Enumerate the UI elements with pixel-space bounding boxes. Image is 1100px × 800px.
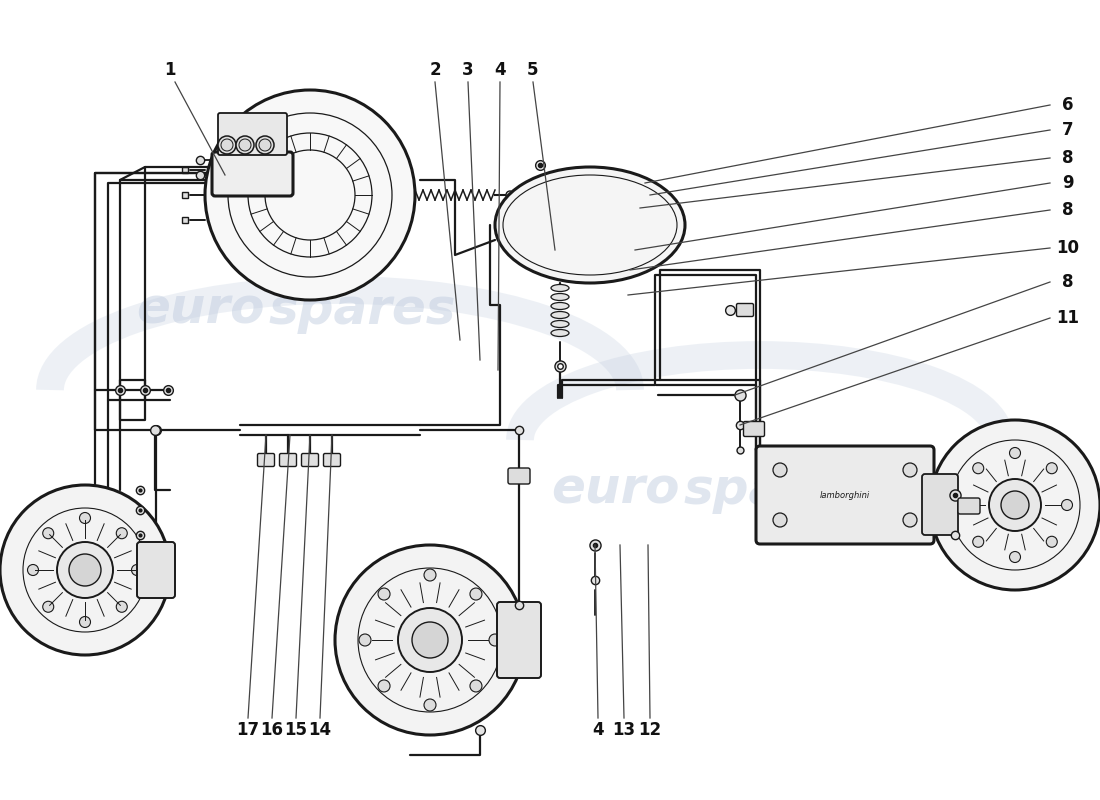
Circle shape <box>205 90 415 300</box>
FancyBboxPatch shape <box>756 446 934 544</box>
Circle shape <box>1010 447 1021 458</box>
Circle shape <box>57 542 113 598</box>
Text: 9: 9 <box>1063 174 1074 192</box>
Circle shape <box>490 634 500 646</box>
Circle shape <box>424 699 436 711</box>
FancyBboxPatch shape <box>279 454 297 466</box>
Circle shape <box>957 499 968 510</box>
Circle shape <box>28 565 38 575</box>
FancyBboxPatch shape <box>218 113 287 155</box>
Circle shape <box>0 485 170 655</box>
Circle shape <box>903 463 917 477</box>
Circle shape <box>972 536 983 547</box>
Circle shape <box>930 420 1100 590</box>
Circle shape <box>256 136 274 154</box>
Text: 13: 13 <box>613 721 636 739</box>
Text: spares: spares <box>270 286 456 334</box>
FancyBboxPatch shape <box>301 454 319 466</box>
Circle shape <box>1062 499 1072 510</box>
FancyBboxPatch shape <box>737 303 754 317</box>
Circle shape <box>43 602 54 612</box>
Circle shape <box>69 554 101 586</box>
Text: 7: 7 <box>1063 121 1074 139</box>
Circle shape <box>1046 536 1057 547</box>
Ellipse shape <box>551 330 569 337</box>
Text: 4: 4 <box>592 721 604 739</box>
Text: 8: 8 <box>1063 201 1074 219</box>
Circle shape <box>424 569 436 581</box>
Circle shape <box>398 608 462 672</box>
Ellipse shape <box>551 321 569 327</box>
Text: 16: 16 <box>261 721 284 739</box>
Text: 3: 3 <box>462 61 474 79</box>
Circle shape <box>378 680 390 692</box>
FancyBboxPatch shape <box>212 152 293 196</box>
Circle shape <box>117 528 128 538</box>
Circle shape <box>359 634 371 646</box>
FancyBboxPatch shape <box>744 422 764 437</box>
Circle shape <box>989 479 1041 531</box>
Text: 17: 17 <box>236 721 260 739</box>
FancyBboxPatch shape <box>508 468 530 484</box>
Ellipse shape <box>495 167 685 283</box>
Text: euro: euro <box>136 286 265 334</box>
Text: 1: 1 <box>164 61 176 79</box>
Circle shape <box>412 622 448 658</box>
FancyBboxPatch shape <box>958 498 980 514</box>
Circle shape <box>79 513 90 523</box>
Circle shape <box>903 513 917 527</box>
Text: 2: 2 <box>429 61 441 79</box>
Ellipse shape <box>551 302 569 310</box>
Ellipse shape <box>551 294 569 301</box>
Text: euro: euro <box>551 466 680 514</box>
Text: 8: 8 <box>1063 273 1074 291</box>
Circle shape <box>378 588 390 600</box>
Text: 10: 10 <box>1056 239 1079 257</box>
FancyBboxPatch shape <box>497 602 541 678</box>
Circle shape <box>336 545 525 735</box>
Circle shape <box>1046 462 1057 474</box>
Circle shape <box>1010 551 1021 562</box>
Circle shape <box>470 680 482 692</box>
Text: 15: 15 <box>285 721 308 739</box>
Circle shape <box>236 136 254 154</box>
Text: 11: 11 <box>1056 309 1079 327</box>
Circle shape <box>470 588 482 600</box>
Text: lamborghini: lamborghini <box>820 490 870 499</box>
Circle shape <box>132 565 143 575</box>
Text: spares: spares <box>684 466 871 514</box>
Circle shape <box>79 617 90 627</box>
Circle shape <box>972 462 983 474</box>
FancyBboxPatch shape <box>323 454 341 466</box>
Text: 6: 6 <box>1063 96 1074 114</box>
FancyBboxPatch shape <box>138 542 175 598</box>
FancyBboxPatch shape <box>257 454 275 466</box>
Text: 14: 14 <box>308 721 331 739</box>
Circle shape <box>773 463 786 477</box>
Circle shape <box>506 191 514 199</box>
Circle shape <box>773 513 786 527</box>
Circle shape <box>1001 491 1028 519</box>
Text: 5: 5 <box>527 61 539 79</box>
Ellipse shape <box>551 285 569 291</box>
Text: 8: 8 <box>1063 149 1074 167</box>
Text: 4: 4 <box>494 61 506 79</box>
Circle shape <box>43 528 54 538</box>
FancyBboxPatch shape <box>922 474 958 535</box>
Text: 12: 12 <box>638 721 661 739</box>
Circle shape <box>218 136 236 154</box>
Circle shape <box>117 602 128 612</box>
Ellipse shape <box>551 311 569 318</box>
